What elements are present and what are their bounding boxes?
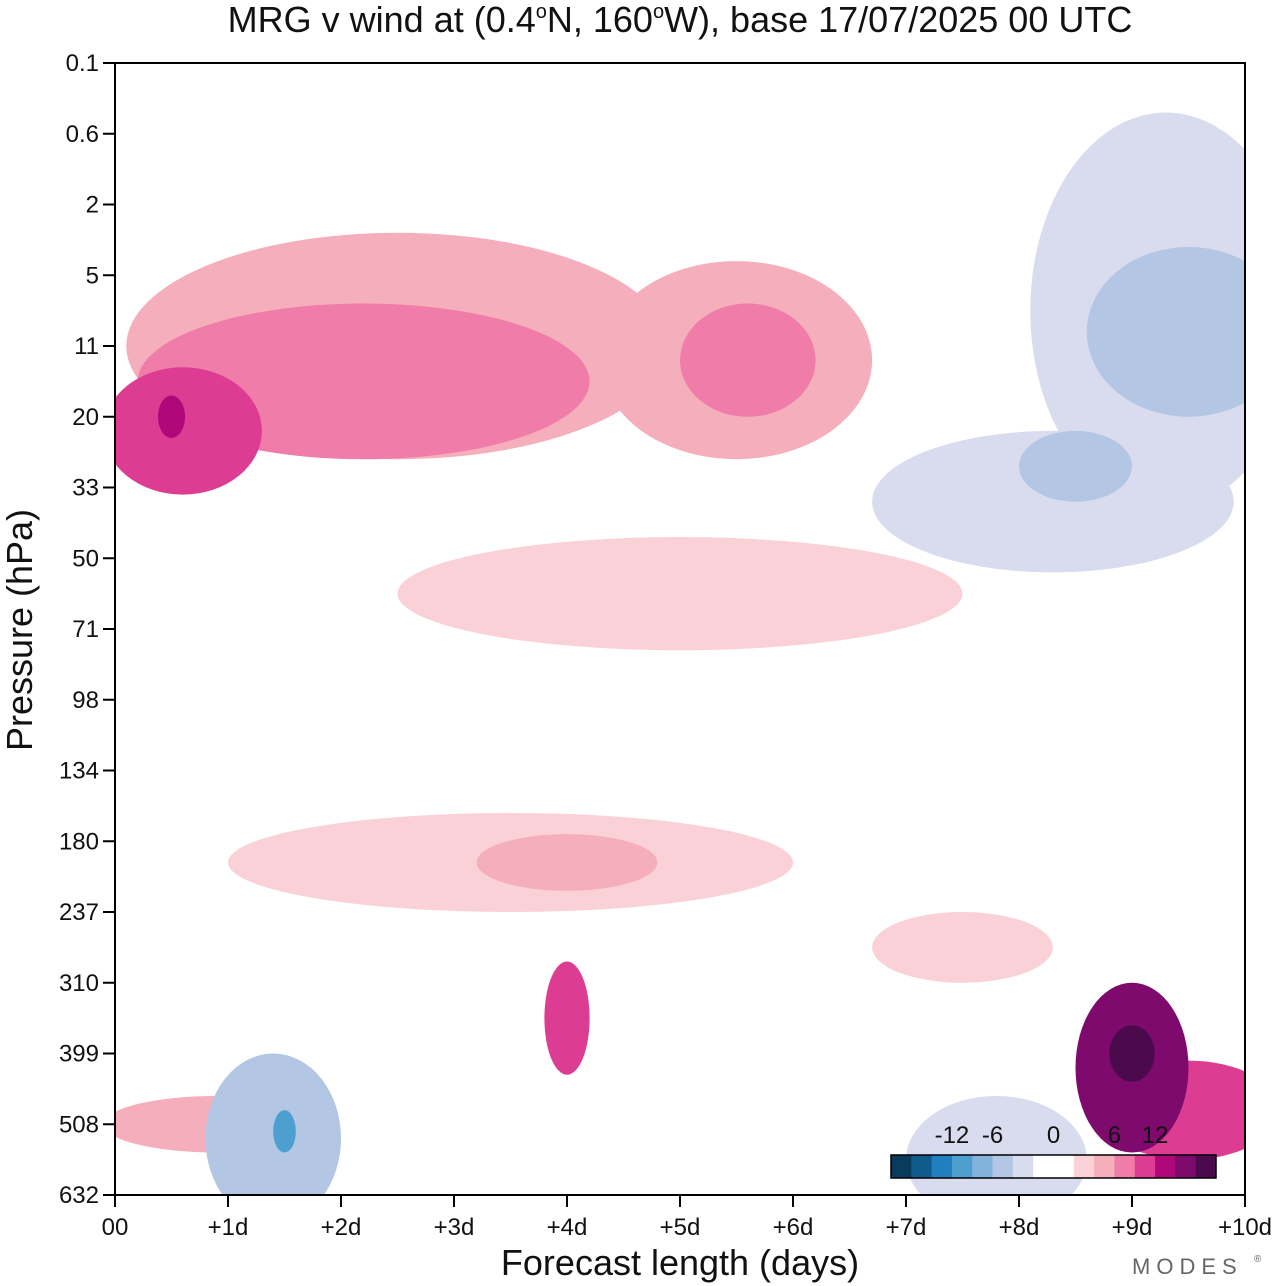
colorbar-tick-label: 6 xyxy=(1108,1122,1121,1149)
x-tick-label: +4d xyxy=(547,1214,588,1241)
colorbar-swatch xyxy=(972,1155,993,1178)
contour-region xyxy=(398,537,963,650)
colorbar-swatch xyxy=(1074,1155,1095,1178)
x-tick-label: +1d xyxy=(208,1214,249,1241)
x-tick-label: +6d xyxy=(773,1214,814,1241)
y-tick-label: 134 xyxy=(59,758,99,785)
y-tick-label: 180 xyxy=(59,828,99,855)
contour-region xyxy=(1109,1025,1154,1082)
chart-title: MRG v wind at (0.4oN, 160oW), base 17/07… xyxy=(228,0,1133,40)
contour-region xyxy=(477,834,658,891)
colorbar-swatch xyxy=(952,1155,973,1178)
colorbar-swatch xyxy=(1013,1155,1034,1178)
contour-region xyxy=(544,962,589,1075)
colorbar-tick-label: -6 xyxy=(982,1122,1003,1149)
colorbar-swatch xyxy=(993,1155,1014,1178)
contour-region xyxy=(205,1054,341,1224)
y-axis-label: Pressure (hPa) xyxy=(0,509,40,751)
colorbar-tick-label: 12 xyxy=(1142,1122,1169,1149)
x-tick-label: 00 xyxy=(102,1214,129,1241)
y-tick-label: 2 xyxy=(86,192,99,219)
y-tick-label: 50 xyxy=(72,545,99,572)
registered-mark: ® xyxy=(1254,1254,1262,1265)
x-tick-label: +8d xyxy=(999,1214,1040,1241)
x-tick-label: +10d xyxy=(1218,1214,1272,1241)
y-tick-label: 399 xyxy=(59,1041,99,1068)
x-tick-label: +2d xyxy=(321,1214,362,1241)
contour-region xyxy=(273,1110,296,1152)
y-tick-label: 0.1 xyxy=(66,50,99,77)
x-tick-label: +3d xyxy=(434,1214,475,1241)
y-tick-label: 98 xyxy=(72,687,99,714)
colorbar-swatch xyxy=(1033,1155,1054,1178)
modes-logo: MODES xyxy=(1132,1254,1243,1279)
contour-region xyxy=(680,304,816,417)
y-tick-label: 508 xyxy=(59,1111,99,1138)
x-axis: 00 +1d +2d +3d +4d +5d +6d +7d +8d +9d +10d xyxy=(102,1195,1272,1241)
y-tick-label: 5 xyxy=(86,262,99,289)
y-axis: 0.1 0.6 2 5 11 20 33 50 71 98 134 180 237 310 399 508 63… xyxy=(59,50,115,1209)
colorbar-swatch xyxy=(1114,1155,1135,1178)
plot-area xyxy=(104,63,1280,1223)
colorbar-swatch xyxy=(1094,1155,1115,1178)
y-tick-label: 20 xyxy=(72,404,99,431)
colorbar-tick-label: -12 xyxy=(935,1122,970,1149)
colorbar-swatch xyxy=(1155,1155,1176,1178)
colorbar-swatch xyxy=(1196,1155,1217,1178)
colorbar-tick-label: 0 xyxy=(1047,1122,1060,1149)
colorbar-swatch xyxy=(1135,1155,1156,1178)
colorbar-swatch xyxy=(1054,1155,1075,1178)
contour-region xyxy=(158,396,185,438)
y-tick-label: 71 xyxy=(72,616,99,643)
y-tick-label: 0.6 xyxy=(66,121,99,148)
colorbar-swatch xyxy=(1175,1155,1196,1178)
x-tick-label: +5d xyxy=(660,1214,701,1241)
chart: MRG v wind at (0.4oN, 160oW), base 17/07… xyxy=(0,0,1280,1286)
colorbar-swatch xyxy=(932,1155,953,1178)
x-tick-label: +9d xyxy=(1112,1214,1153,1241)
y-tick-label: 237 xyxy=(59,899,99,926)
y-tick-label: 310 xyxy=(59,970,99,997)
y-tick-label: 33 xyxy=(72,475,99,502)
y-tick-label: 632 xyxy=(59,1182,99,1209)
colorbar-swatch xyxy=(891,1155,912,1178)
x-tick-label: +7d xyxy=(886,1214,927,1241)
y-tick-label: 11 xyxy=(74,333,99,360)
contour-region xyxy=(1019,431,1132,502)
contour-region xyxy=(104,367,262,494)
colorbar-swatch xyxy=(911,1155,932,1178)
x-axis-label: Forecast length (days) xyxy=(501,1242,859,1283)
contour-region xyxy=(872,912,1053,983)
